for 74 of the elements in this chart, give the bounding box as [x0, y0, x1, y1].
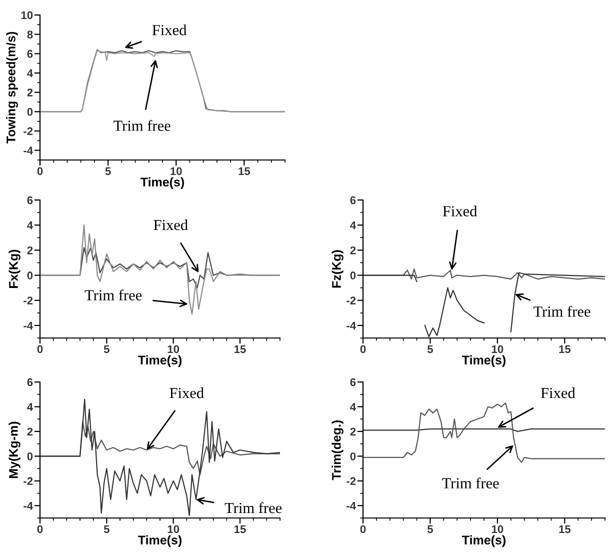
x-tick-label: 10: [492, 345, 504, 354]
x-axis-title: Time(s): [462, 535, 506, 547]
x-tick-label: 10: [492, 525, 504, 534]
y-tick-label: -4: [24, 322, 33, 330]
y-tick-label: -2: [346, 296, 356, 304]
y-tick-label: 2: [350, 246, 356, 254]
x-tick-label: 0: [37, 345, 43, 354]
y-tick-label: 6: [27, 378, 33, 386]
y-tick-label: -2: [24, 296, 33, 304]
annotation: Fixed: [152, 24, 187, 36]
x-tick-label: 5: [104, 525, 110, 534]
y-tick-label: -4: [346, 502, 356, 510]
y-tick-label: 6: [350, 378, 356, 386]
x-tick-label: 15: [234, 525, 246, 534]
y-axis-title: Towing speed(m/s): [6, 32, 18, 144]
annotation: Trim free: [84, 290, 142, 300]
annotation: Trim free: [442, 478, 499, 488]
y-tick-label: 6: [27, 50, 33, 58]
x-tick-label: 10: [170, 167, 182, 176]
x-tick-label: 0: [360, 345, 366, 354]
annotation: Fixed: [154, 219, 188, 230]
annotation: Fixed: [442, 206, 478, 216]
y-tick-label: -4: [24, 502, 33, 510]
annotation: Trim free: [224, 502, 282, 514]
y-tick-label: 2: [350, 428, 356, 436]
x-tick-label: 5: [105, 167, 111, 176]
x-tick-label: 0: [360, 525, 366, 534]
x-tick-label: 5: [427, 345, 434, 354]
x-tick-label: 10: [168, 525, 180, 534]
x-tick-label: 15: [559, 345, 571, 354]
annotation: Trim free: [533, 306, 590, 317]
y-axis-title: Fz(Kg): [332, 250, 344, 288]
y-tick-label: 4: [350, 221, 356, 230]
y-tick-label: 4: [350, 403, 356, 411]
annotation: Trim free: [114, 120, 170, 131]
y-tick-label: -2: [24, 127, 33, 136]
annotation: Fixed: [540, 387, 576, 398]
y-tick-label: 10: [21, 11, 33, 20]
y-tick-label: 4: [27, 69, 33, 78]
y-axis-title: Trim(deg.): [332, 420, 344, 480]
x-tick-label: 5: [427, 525, 434, 534]
line-series: [363, 402, 605, 463]
y-tick-label: 6: [27, 196, 33, 204]
y-tick-label: 0: [350, 272, 356, 280]
y-tick-label: 0: [27, 272, 33, 280]
y-tick-label: 0: [27, 452, 33, 460]
x-tick-label: 0: [37, 525, 43, 534]
y-tick-label: -2: [346, 477, 356, 485]
x-axis-title: Time(s): [138, 535, 182, 547]
y-tick-label: 2: [27, 246, 33, 254]
line-series: [40, 398, 280, 516]
y-axis-title: Fx(Kg): [8, 250, 20, 288]
y-tick-label: 8: [27, 30, 33, 38]
x-axis-title: Time(s): [140, 177, 184, 189]
y-tick-label: 2: [27, 428, 33, 436]
x-tick-label: 0: [37, 167, 43, 176]
x-tick-label: 5: [104, 345, 110, 354]
x-tick-label: 15: [238, 167, 250, 176]
annotation: Fixed: [170, 387, 204, 398]
y-tick-label: 2: [27, 88, 33, 96]
x-axis-title: Time(s): [462, 355, 506, 367]
y-axis-title: My(Kg-m): [8, 422, 20, 478]
y-tick-label: 4: [27, 403, 33, 411]
y-tick-label: 0: [350, 452, 356, 460]
y-tick-label: 6: [350, 196, 356, 204]
x-tick-label: 15: [234, 345, 246, 354]
x-axis-title: Time(s): [138, 355, 182, 367]
y-tick-label: -4: [346, 322, 356, 330]
x-tick-label: 15: [559, 525, 571, 534]
y-tick-label: 4: [27, 221, 33, 230]
y-tick-label: 0: [27, 108, 33, 116]
x-tick-label: 10: [168, 345, 180, 354]
y-tick-label: -2: [24, 477, 33, 485]
y-tick-label: -4: [24, 146, 33, 154]
